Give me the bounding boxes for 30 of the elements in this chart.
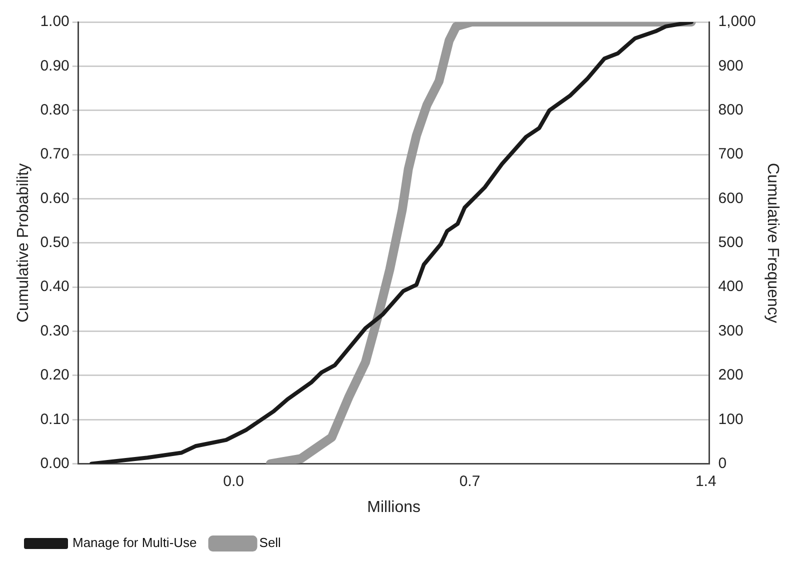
- y-tick-label: 0.70: [40, 146, 70, 163]
- y-axis-title: Cumulative Probability: [15, 163, 32, 322]
- y-tick-label: 0.20: [40, 366, 70, 384]
- legend-label: Sell: [259, 535, 282, 550]
- y-tick-label: 1.00: [40, 13, 70, 30]
- y-tick-label: 0.00: [40, 454, 70, 472]
- x-axis-title: Millions: [367, 498, 420, 516]
- y2-tick-label: 700: [718, 146, 744, 163]
- x-tick-label: 0.7: [459, 472, 480, 490]
- y2-tick-label: 100: [718, 410, 744, 428]
- y2-axis-title: Cumulative Frequency: [764, 162, 781, 323]
- y-tick-label: 0.80: [40, 102, 70, 118]
- y2-tick-label: 900: [718, 57, 744, 74]
- y2-tick-label: 1,000: [718, 13, 756, 30]
- x-tick-label: 1.4: [695, 472, 716, 490]
- y-tick-label: 0.10: [40, 410, 70, 428]
- legend-label: Manage for Multi-Use: [72, 535, 197, 550]
- y2-tick-label: 600: [718, 190, 744, 207]
- y2-tick-label: 500: [718, 234, 744, 252]
- y-tick-label: 0.30: [40, 322, 70, 340]
- x-tick-label: 0.0: [223, 472, 244, 490]
- y-tick-label: 0.60: [40, 190, 70, 207]
- y2-tick-label: 200: [718, 366, 744, 384]
- y2-tick-label: 400: [718, 278, 744, 296]
- y-tick-label: 0.50: [40, 234, 70, 252]
- y-tick-label: 0.90: [40, 57, 70, 74]
- y-tick-label: 0.40: [40, 278, 70, 296]
- y2-tick-label: 300: [718, 322, 744, 340]
- y2-tick-label: 800: [718, 102, 744, 118]
- y2-tick-label: 0: [718, 454, 727, 472]
